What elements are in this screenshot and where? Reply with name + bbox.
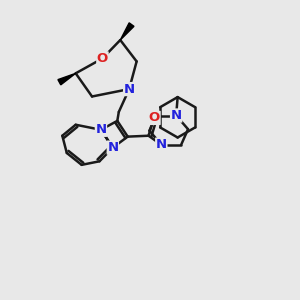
Text: O: O <box>97 52 108 65</box>
Polygon shape <box>58 73 76 85</box>
Text: N: N <box>95 123 106 136</box>
Text: N: N <box>156 138 167 151</box>
Text: N: N <box>107 141 118 154</box>
Text: O: O <box>149 111 160 124</box>
Text: N: N <box>124 82 135 96</box>
Polygon shape <box>120 23 134 40</box>
Text: N: N <box>171 109 182 122</box>
